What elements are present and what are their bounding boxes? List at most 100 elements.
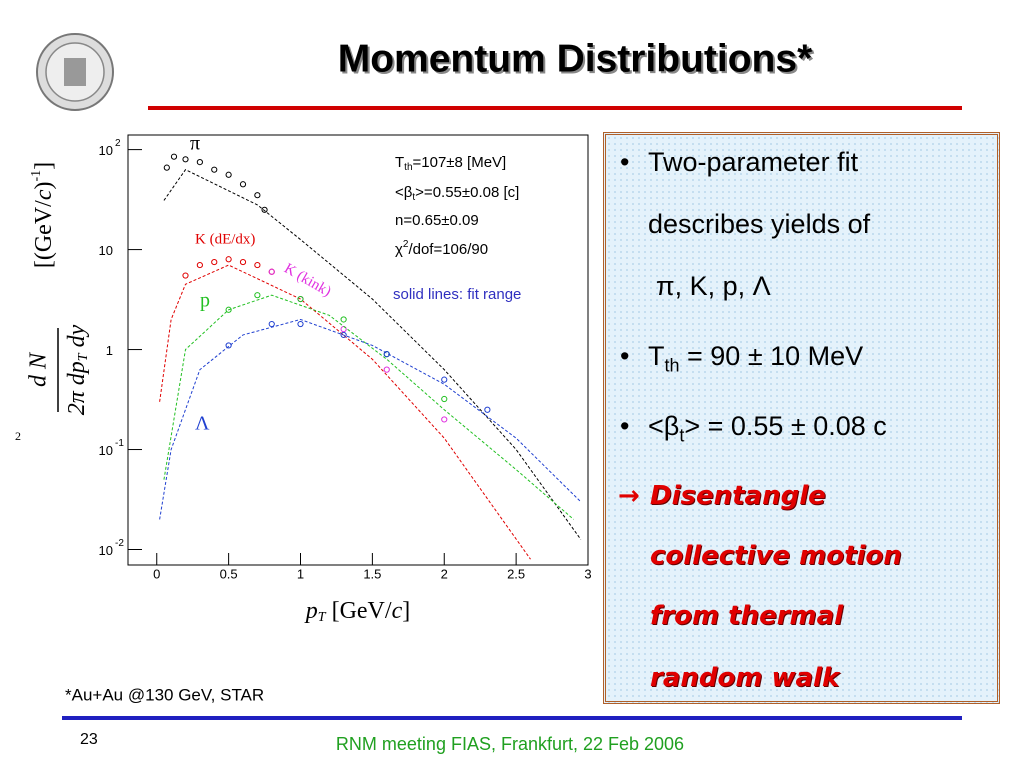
unit-sup: -1 bbox=[29, 170, 44, 182]
fp-sub: t bbox=[412, 192, 415, 203]
data-point bbox=[182, 272, 189, 279]
bullet-line: from thermal bbox=[650, 601, 844, 631]
data-point bbox=[261, 206, 268, 213]
fp: χ bbox=[395, 241, 403, 258]
data-point bbox=[383, 366, 390, 373]
unit-part: [(GeV/ bbox=[31, 200, 57, 268]
data-point bbox=[340, 316, 347, 323]
bullet-mark: • bbox=[620, 341, 630, 371]
bullet-mark: • bbox=[620, 411, 630, 441]
part: = 90 ± 10 MeV bbox=[679, 341, 864, 371]
bullet-line: Tth = 90 ± 10 MeV bbox=[648, 341, 863, 376]
y-label-denominator: 2π dpT dy bbox=[64, 324, 92, 415]
y-label-numerator: d N bbox=[26, 351, 52, 387]
page-number: 23 bbox=[80, 731, 98, 748]
title-shadow: Momentum Distributions* bbox=[340, 39, 815, 82]
fit-param: <βt>=0.55±0.08 [c] bbox=[395, 184, 519, 203]
data-point bbox=[225, 171, 232, 178]
data-point bbox=[239, 181, 247, 188]
bullet-line: Two-parameter fit bbox=[648, 147, 859, 177]
y-label-exponent: 2 bbox=[15, 429, 21, 443]
data-point bbox=[239, 258, 247, 266]
x-tick-label: 2 bbox=[441, 566, 448, 581]
y-tick-exponent: 2 bbox=[115, 138, 121, 149]
fp: T bbox=[395, 154, 404, 171]
x-tick-label: 0 bbox=[153, 566, 160, 581]
fp: =107±8 [MeV] bbox=[413, 154, 507, 171]
x-tick-label: 1.5 bbox=[363, 566, 381, 581]
data-point bbox=[383, 351, 390, 358]
data-point bbox=[170, 153, 178, 160]
fp-sub: th bbox=[404, 162, 412, 173]
x-tick-label: 3 bbox=[584, 566, 591, 581]
fp-sup: 2 bbox=[403, 239, 409, 250]
y-label-unit: [(GeV/c)-1] bbox=[29, 162, 56, 268]
fit-param: n=0.65±0.09 bbox=[395, 212, 479, 229]
data-point bbox=[441, 376, 448, 383]
fit-curve bbox=[159, 318, 582, 520]
bullet-line: π, K, p, Λ bbox=[656, 271, 771, 301]
fit-param: Tth=107±8 [MeV] bbox=[395, 154, 506, 173]
series-label: K (dE/dx) bbox=[195, 231, 255, 247]
x-tick-label: 0.5 bbox=[220, 566, 238, 581]
data-point bbox=[196, 261, 203, 269]
bullet-box: • Two-parameter fit describes yields of … bbox=[603, 132, 1000, 704]
fit-curve bbox=[159, 264, 531, 560]
sub: th bbox=[664, 355, 680, 376]
data-point bbox=[225, 342, 232, 349]
fit-param: χ2/dof=106/90 bbox=[395, 239, 488, 258]
series-label: p bbox=[200, 290, 210, 312]
y-tick-label: 1 bbox=[106, 343, 113, 358]
x-label-part: [GeV/ bbox=[326, 598, 392, 624]
slide-title: Momentum Distributions* bbox=[338, 37, 813, 80]
data-point bbox=[441, 395, 448, 403]
series-label: Λ bbox=[195, 413, 210, 435]
data-point bbox=[340, 331, 347, 339]
y-tick-exponent: -2 bbox=[115, 538, 124, 549]
data-point bbox=[254, 292, 261, 299]
y-label-part: dy bbox=[64, 324, 90, 353]
data-point bbox=[254, 192, 261, 199]
bullet-line: <βt> = 0.55 ± 0.08 c bbox=[648, 411, 887, 446]
x-tick-label: 2.5 bbox=[507, 566, 525, 581]
fit-curve bbox=[163, 169, 582, 540]
x-label-part: p bbox=[304, 598, 318, 624]
part: > = 0.55 ± 0.08 c bbox=[684, 411, 887, 441]
data-point bbox=[441, 416, 448, 423]
x-label-part: ] bbox=[402, 598, 410, 624]
part: <β bbox=[648, 411, 680, 441]
bullet-line: collective motion bbox=[650, 541, 902, 571]
data-point bbox=[254, 261, 261, 269]
fit-params: Tth=107±8 [MeV] <βt>=0.55±0.08 [c] n=0.6… bbox=[393, 154, 521, 303]
x-label-part: c bbox=[392, 598, 403, 624]
y-label-sub: T bbox=[76, 352, 91, 361]
fp: /dof=106/90 bbox=[408, 241, 488, 258]
data-point bbox=[268, 268, 275, 275]
data-point bbox=[484, 406, 491, 413]
x-label: pT [GeV/c] bbox=[304, 598, 410, 626]
data-point bbox=[225, 256, 232, 263]
y-tick-exponent: -1 bbox=[115, 438, 124, 449]
logo bbox=[36, 33, 114, 111]
part: T bbox=[648, 341, 665, 371]
bullet-mark: • bbox=[620, 147, 630, 177]
series-label: π bbox=[190, 133, 200, 155]
bullet-mark: → bbox=[618, 481, 640, 511]
fit-curve bbox=[163, 294, 574, 520]
footnote: *Au+Au @130 GeV, STAR bbox=[65, 685, 264, 704]
fp: <β bbox=[395, 184, 413, 201]
bullet-line: random walk bbox=[650, 663, 840, 693]
data-point bbox=[211, 258, 218, 266]
data-point bbox=[297, 295, 304, 303]
x-tick-label: 1 bbox=[297, 566, 304, 581]
data-point bbox=[211, 166, 218, 173]
x-label-sub: T bbox=[318, 610, 327, 625]
y-tick-label: 10 bbox=[99, 543, 113, 558]
data-point bbox=[182, 156, 189, 163]
data-point bbox=[225, 306, 232, 313]
data-point bbox=[297, 320, 304, 328]
footer: RNM meeting FIAS, Frankfurt, 22 Feb 2006 bbox=[336, 734, 684, 754]
unit-part: ) bbox=[31, 182, 57, 190]
y-tick-label: 10 bbox=[99, 243, 113, 258]
